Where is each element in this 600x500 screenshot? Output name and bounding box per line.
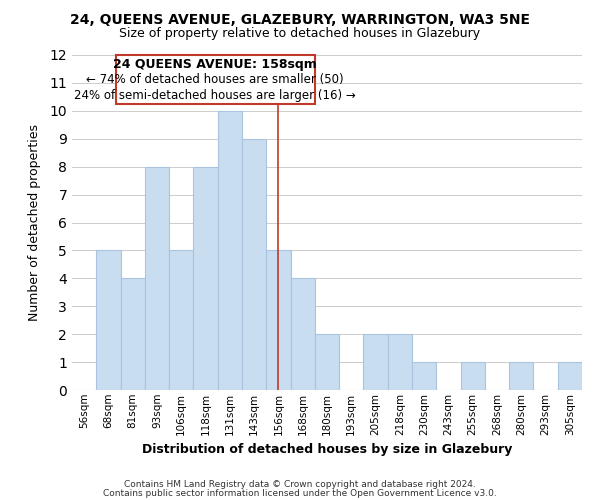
Text: 24% of semi-detached houses are larger (16) →: 24% of semi-detached houses are larger (… (74, 88, 356, 102)
Text: Contains HM Land Registry data © Crown copyright and database right 2024.: Contains HM Land Registry data © Crown c… (124, 480, 476, 489)
Bar (388, 334, 412, 390)
Bar (121, 278, 145, 390)
Bar (145, 166, 169, 390)
Text: Size of property relative to detached houses in Glazebury: Size of property relative to detached ho… (119, 28, 481, 40)
Bar (218, 111, 242, 390)
FancyBboxPatch shape (116, 55, 315, 104)
Bar (509, 362, 533, 390)
Bar (266, 250, 290, 390)
Bar (169, 250, 193, 390)
Bar (412, 362, 436, 390)
Text: ← 74% of detached houses are smaller (50): ← 74% of detached houses are smaller (50… (86, 73, 344, 86)
Bar (290, 278, 315, 390)
Bar (364, 334, 388, 390)
Bar (461, 362, 485, 390)
Text: Contains public sector information licensed under the Open Government Licence v3: Contains public sector information licen… (103, 489, 497, 498)
X-axis label: Distribution of detached houses by size in Glazebury: Distribution of detached houses by size … (142, 443, 512, 456)
Bar (193, 166, 218, 390)
Bar (242, 139, 266, 390)
Y-axis label: Number of detached properties: Number of detached properties (28, 124, 41, 321)
Text: 24, QUEENS AVENUE, GLAZEBURY, WARRINGTON, WA3 5NE: 24, QUEENS AVENUE, GLAZEBURY, WARRINGTON… (70, 12, 530, 26)
Bar (558, 362, 582, 390)
Text: 24 QUEENS AVENUE: 158sqm: 24 QUEENS AVENUE: 158sqm (113, 58, 317, 71)
Bar (96, 250, 121, 390)
Bar (315, 334, 339, 390)
